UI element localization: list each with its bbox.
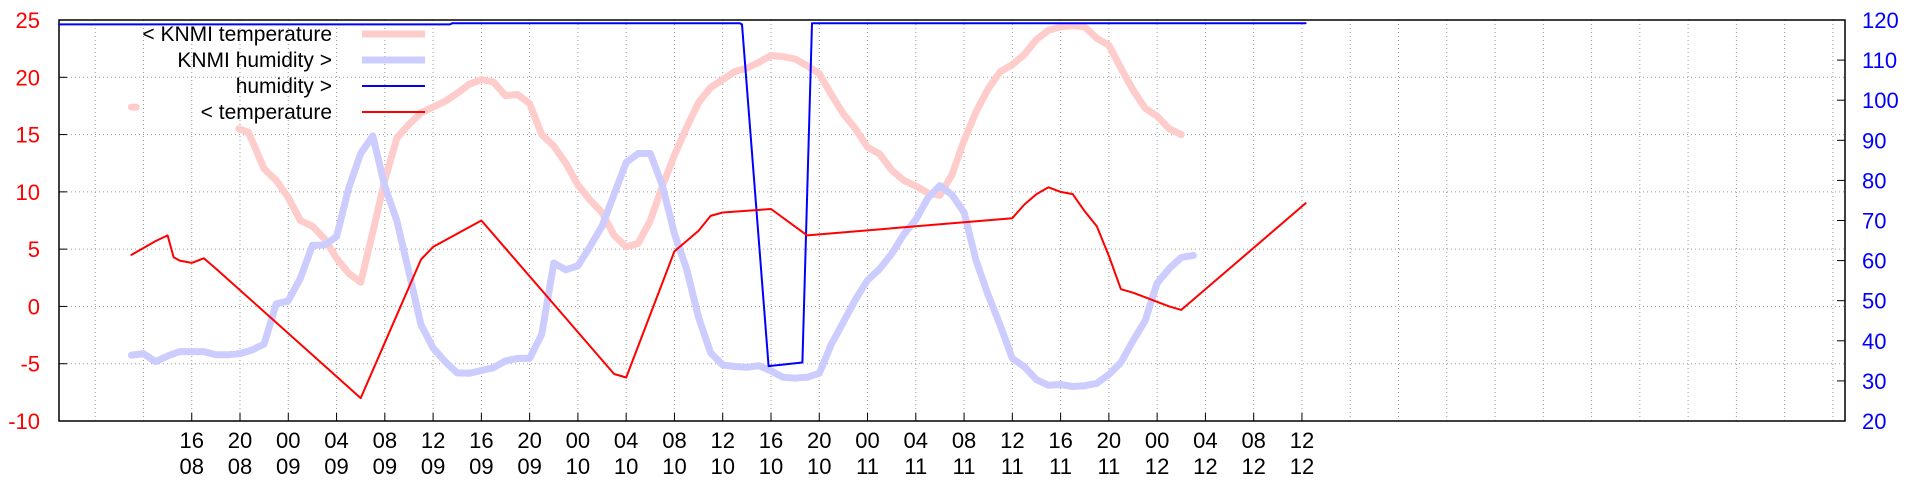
series-line [130,186,1307,400]
series-3 [130,186,1307,400]
x-tick-day: 11 [953,454,976,479]
series-1 [127,132,1197,390]
x-tick-day: 11 [1097,454,1120,479]
x-tick-day: 11 [856,454,879,479]
x-tick-day: 09 [276,454,300,479]
x-tick-day: 09 [469,454,493,479]
x-tick-day: 11 [1001,454,1024,479]
y-right-tick-label: 50 [1862,289,1886,314]
x-tick-day: 10 [759,454,783,479]
series-2 [58,22,1307,368]
x-tick-hour: 00 [855,428,879,453]
x-tick-day: 08 [228,454,252,479]
y-right-tick-label: 110 [1862,48,1897,73]
y-left-tick-label: 25 [16,8,40,33]
x-tick-hour: 04 [614,428,638,453]
y-right-tick-label: 30 [1862,369,1886,394]
x-tick-hour: 12 [1290,428,1314,453]
x-tick-day: 10 [807,454,831,479]
y-axis-right: 120 110 100 90 80 70 60 50 40 30 20 [1837,8,1899,434]
y-right-tick-label: 80 [1862,168,1886,193]
x-tick-hour: 04 [324,428,348,453]
legend-label: KNMI humidity > [177,49,332,72]
y-right-tick-label: 120 [1862,8,1899,33]
x-tick-day: 09 [421,454,445,479]
x-tick-hour: 00 [566,428,590,453]
x-tick-hour: 12 [1000,428,1024,453]
legend-label: < temperature [201,101,332,124]
x-tick-day: 09 [324,454,348,479]
x-tick-day: 09 [373,454,397,479]
x-tick-hour: 16 [469,428,493,453]
y-right-tick-label: 60 [1862,249,1886,274]
y-left-tick-label: 20 [16,65,40,90]
x-tick-day: 12 [1193,454,1217,479]
x-tick-hour: 20 [228,428,252,453]
x-tick-day: 10 [566,454,590,479]
y-left-tick-label: 10 [16,180,40,205]
series-layer [58,22,1307,400]
series-line [127,132,1197,390]
x-tick-hour: 16 [759,428,783,453]
x-tick-hour: 12 [710,428,734,453]
x-tick-day: 10 [662,454,686,479]
x-tick-day: 12 [1290,454,1314,479]
y-right-tick-label: 70 [1862,209,1886,234]
x-tick-hour: 04 [1193,428,1217,453]
x-tick-hour: 08 [952,428,976,453]
x-tick-day: 12 [1145,454,1169,479]
x-tick-hour: 08 [373,428,397,453]
x-tick-hour: 00 [276,428,300,453]
y-left-tick-label: -10 [8,409,40,434]
y-left-tick-label: -5 [20,352,40,377]
y-left-tick-label: 15 [16,123,40,148]
legend: < KNMI temperature KNMI humidity > humidit… [142,23,425,124]
x-tick-day: 12 [1241,454,1265,479]
x-tick-hour: 20 [517,428,541,453]
x-tick-hour: 20 [1097,428,1121,453]
x-tick-day: 11 [1049,454,1072,479]
x-tick-day: 10 [710,454,734,479]
x-tick-hour: 08 [1241,428,1265,453]
y-right-tick-label: 90 [1862,128,1886,153]
legend-label: humidity > [236,75,332,98]
x-tick-hour: 04 [904,428,928,453]
grid [59,20,1845,421]
x-tick-day: 10 [614,454,638,479]
x-tick-day: 11 [904,454,927,479]
x-tick-day: 08 [180,454,204,479]
x-tick-day: 09 [517,454,541,479]
x-tick-hour: 16 [180,428,204,453]
series-0 [127,22,1185,286]
y-left-tick-label: 0 [28,294,40,319]
y-axis-left: 25 20 15 10 5 0 -5 -10 [8,8,67,434]
y-right-tick-label: 40 [1862,329,1886,354]
y-right-tick-label: 20 [1862,409,1886,434]
y-right-tick-label: 100 [1862,88,1899,113]
x-tick-hour: 00 [1145,428,1169,453]
series-line [235,22,1185,286]
y-left-tick-label: 5 [28,237,40,262]
x-tick-hour: 12 [421,428,445,453]
x-tick-hour: 16 [1048,428,1072,453]
x-axis: 1608200800090409080912091609200900100410… [180,413,1314,479]
series-line [58,22,1307,368]
x-tick-hour: 20 [807,428,831,453]
x-tick-hour: 08 [662,428,686,453]
legend-label: < KNMI temperature [142,23,332,46]
